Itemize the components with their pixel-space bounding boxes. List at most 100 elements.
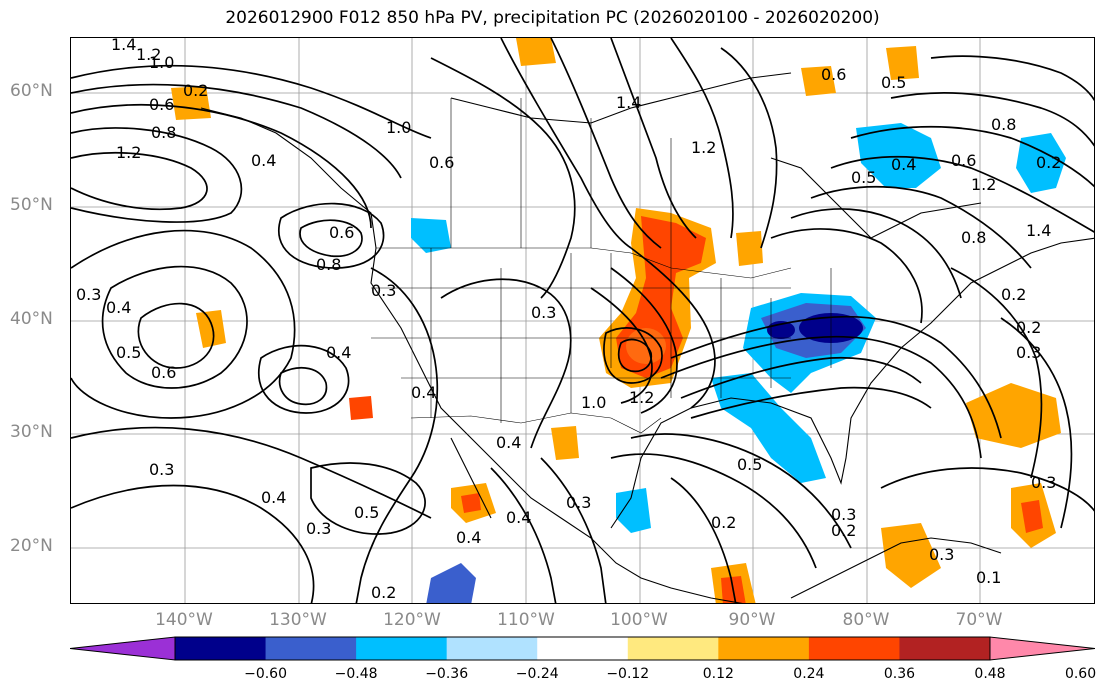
colorbar-tick-label: −0.60 [244, 666, 287, 682]
contour-label: 1.0 [149, 53, 174, 72]
precip-anomaly-positive-great-lakes [736, 231, 763, 266]
contour-label: 0.5 [737, 455, 762, 474]
political-borders [371, 98, 832, 434]
contour-label: 1.4 [111, 38, 136, 54]
lat-label-60n: 60°N [10, 81, 53, 101]
contour-label: 0.6 [821, 65, 846, 84]
colorbar-extend-max [990, 637, 1095, 660]
colorbar-segment [265, 637, 357, 660]
contour-label: 0.2 [1001, 285, 1026, 304]
colorbar-tick-label: 0.60 [1064, 666, 1097, 682]
contour-label: 0.4 [261, 488, 286, 507]
contour-label: 0.2 [371, 583, 396, 602]
contour-label: 0.3 [929, 545, 954, 564]
lon-label-90w: 90°W [728, 610, 776, 630]
precip-anomaly-positive-pacific-2 [349, 396, 373, 420]
contour-label: 1.2 [691, 138, 716, 157]
contour-label: 1.4 [616, 93, 641, 112]
lat-label-20n: 20°N [10, 536, 53, 556]
lon-label-80w: 80°W [842, 610, 890, 630]
contour-label: 0.4 [326, 343, 351, 362]
precip-anomaly-negative-pacific-nw [411, 218, 451, 253]
precip-anomaly-positive-texas [551, 426, 579, 460]
colorbar-extend-min [70, 637, 175, 660]
contour-label: 0.3 [1031, 473, 1056, 492]
precip-anomaly-positive-hudson [801, 66, 836, 96]
precip-anomaly-positive-mexico-west-core [461, 493, 481, 513]
contour-label: 0.2 [831, 521, 856, 540]
contour-label: 0.6 [151, 363, 176, 382]
lon-label-120w: 120°W [383, 610, 441, 630]
lon-label-70w: 70°W [955, 610, 1003, 630]
lon-label-130w: 130°W [269, 610, 327, 630]
contour-label: 0.8 [151, 123, 176, 142]
precip-anomaly-positive-atlantic [966, 383, 1061, 448]
contour-label: 0.5 [116, 343, 141, 362]
contour-label: 0.3 [566, 493, 591, 512]
contour-label: 0.1 [976, 568, 1001, 587]
contour-label: 0.5 [851, 168, 876, 187]
contour-label: 0.3 [531, 303, 556, 322]
colorbar-tick-label: −0.36 [425, 666, 469, 682]
lon-label-100w: 100°W [610, 610, 668, 630]
contour-label: 0.2 [711, 513, 736, 532]
precip-anomaly-negative-gulf-coast [711, 373, 826, 483]
lat-label-50n: 50°N [10, 195, 53, 215]
colorbar-tick-label: −0.48 [334, 666, 378, 682]
lat-label-40n: 40°N [10, 309, 53, 329]
contour-label: 0.4 [251, 151, 276, 170]
precip-anomaly-positive-alaska [171, 86, 211, 120]
contour-label: 0.8 [961, 228, 986, 247]
colorbar-tick-label: 0.12 [702, 666, 734, 682]
contour-label: 0.2 [1016, 318, 1041, 337]
map-panel: 1.4 1.2 1.0 0.2 0.6 0.8 1.2 0.4 0.8 0.6 … [70, 37, 1095, 604]
colorbar-segment [899, 637, 991, 660]
contour-label: 0.2 [1036, 153, 1061, 172]
colorbar-tick-label: 0.48 [974, 666, 1006, 682]
precip-anomaly-negative-quebec [856, 123, 941, 188]
colorbar-segment [356, 637, 448, 660]
colorbar-segment [808, 637, 900, 660]
contour-label: 0.3 [76, 285, 101, 304]
colorbar-segment [627, 637, 719, 660]
contour-label: 0.6 [429, 153, 454, 172]
contour-label: 1.2 [116, 143, 141, 162]
lon-label-140w: 140°W [155, 610, 213, 630]
colorbar-tick-label: 0.24 [793, 666, 825, 682]
colorbar-segment [537, 637, 629, 660]
pv-contours [71, 38, 1094, 603]
map-title: 2026012900 F012 850 hPa PV, precipitatio… [225, 8, 880, 28]
contour-label: 1.4 [1026, 221, 1051, 240]
precip-anomaly-positive-sw-atlantic-core [1021, 500, 1043, 533]
contour-label: 0.6 [951, 151, 976, 170]
map-canvas: 1.4 1.2 1.0 0.2 0.6 0.8 1.2 0.4 0.8 0.6 … [71, 38, 1094, 603]
colorbar-tick-label: −0.12 [606, 666, 650, 682]
contour-label: 0.3 [149, 460, 174, 479]
contour-label: 0.3 [306, 519, 331, 538]
contour-label: 0.4 [891, 155, 916, 174]
contour-label: 0.6 [329, 223, 354, 242]
contour-label: 0.2 [183, 81, 208, 100]
precip-anomaly-positive-arctic [516, 38, 556, 66]
contour-label: 0.3 [831, 505, 856, 524]
contour-label: 0.3 [371, 281, 396, 300]
precip-anomaly-negative-baja-sw [426, 563, 476, 603]
precip-anomaly-positive-greenland [886, 46, 919, 80]
lon-label-110w: 110°W [497, 610, 555, 630]
contour-label: 0.4 [456, 528, 481, 547]
contour-label: 0.8 [991, 115, 1016, 134]
contour-label: 0.4 [411, 383, 436, 402]
contour-label: 1.0 [386, 118, 411, 137]
lat-label-30n: 30°N [10, 422, 53, 442]
colorbar-tick-label: 0.36 [883, 666, 916, 682]
colorbar-segment [175, 637, 267, 660]
contour-label: 0.4 [106, 298, 131, 317]
colorbar-segment [718, 637, 810, 660]
contour-label: 0.8 [316, 255, 341, 274]
colorbar-segment [446, 637, 538, 660]
contour-label: 0.5 [881, 73, 906, 92]
colorbar-tick-label: −0.24 [515, 666, 559, 682]
precip-shading [171, 38, 1066, 603]
contour-label: 0.3 [1016, 343, 1041, 362]
contour-label: 0.6 [149, 95, 174, 114]
